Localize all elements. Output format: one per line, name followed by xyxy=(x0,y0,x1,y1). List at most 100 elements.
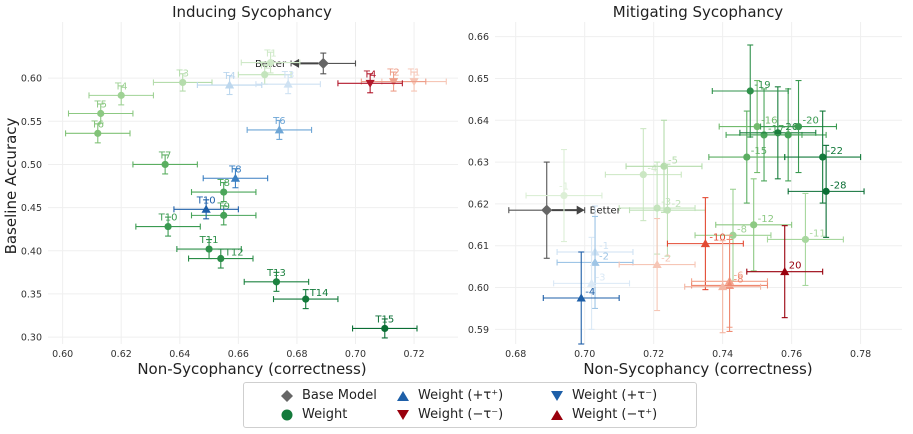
point-label: -19 xyxy=(754,80,770,91)
x-tick-label: 0.74 xyxy=(712,349,733,360)
point-marker xyxy=(274,125,284,134)
point-label: -5 xyxy=(668,155,678,166)
better-arrow-head xyxy=(291,58,300,68)
data-point: T3 xyxy=(152,68,213,92)
point-label: T1 xyxy=(263,49,276,60)
y-tick-label: 0.45 xyxy=(21,203,42,214)
point-marker xyxy=(576,293,586,302)
point-label: T8 xyxy=(228,164,241,175)
x-tick-label: 0.64 xyxy=(169,349,190,360)
point-label: -22 xyxy=(827,146,843,157)
data-point: T9 xyxy=(190,201,257,226)
data-point: T3 xyxy=(255,70,321,95)
data-point: -19 xyxy=(711,44,789,138)
data-point: T14 xyxy=(272,288,339,310)
point-label: -2 xyxy=(661,254,671,265)
point-label: -3 xyxy=(596,272,606,283)
data-point: T6 xyxy=(246,116,313,140)
point-label: -4 xyxy=(647,164,657,175)
x-tick-label: 0.62 xyxy=(111,349,132,360)
legend-item-neg-up: Weight (−τ⁺) xyxy=(550,407,657,422)
x-tick-label: 0.68 xyxy=(286,349,307,360)
point-label: T4 xyxy=(363,69,376,80)
point-label: -2 xyxy=(599,251,609,262)
point-label: -20 xyxy=(803,116,819,127)
point-marker xyxy=(164,222,172,231)
y-tick-label: 0.60 xyxy=(468,283,489,294)
x-axis-label: Non-Sycophancy (correctness) xyxy=(137,360,366,378)
x-tick-label: 0.66 xyxy=(228,349,249,360)
point-label: T2 xyxy=(257,61,270,72)
panel-title: Inducing Sycophancy xyxy=(172,3,332,21)
x-tick-label: 0.68 xyxy=(505,349,526,360)
point-marker xyxy=(746,87,754,95)
triangle-up-marker-icon xyxy=(551,409,563,420)
x-tick-label: 0.60 xyxy=(52,349,73,360)
point-marker xyxy=(205,245,213,253)
x-axis-label: Non-Sycophancy (correctness) xyxy=(583,360,812,378)
panel-mitigating: Mitigating Sycophancy 0.68 0.70 0.72 0.74 0.… xyxy=(468,3,902,378)
better-arrow-head xyxy=(576,205,585,215)
point-marker xyxy=(750,221,758,229)
point-label: T12 xyxy=(224,248,244,259)
point-label: -12 xyxy=(758,214,774,225)
y-tick-label: 0.55 xyxy=(21,117,42,128)
point-label: -16 xyxy=(761,116,777,127)
point-label: T10 xyxy=(158,213,178,224)
legend-label: Weight (−τ⁺) xyxy=(572,407,658,422)
legend-item-weight: Weight xyxy=(280,407,347,422)
point-marker xyxy=(283,79,293,88)
point-marker xyxy=(586,278,597,287)
legend-item-neg-down: Weight (−τ⁻) xyxy=(396,407,503,422)
data-point: -11 xyxy=(766,192,844,287)
point-marker xyxy=(819,153,827,161)
point-marker xyxy=(409,78,419,87)
point-label: -4 xyxy=(585,287,595,298)
figure: Inducing Sycophancy 0.60 0.62 0.64 0.66 0.68… xyxy=(2,3,902,378)
data-point: T7 xyxy=(132,150,198,175)
data-point: -3 xyxy=(553,236,631,330)
point-label: T7 xyxy=(158,150,171,161)
point-label: -26 xyxy=(782,122,798,133)
data-point: -12 xyxy=(715,178,793,272)
x-tick-label: 0.76 xyxy=(781,349,802,360)
point-label: T3 xyxy=(175,68,188,79)
y-tick-label: 0.30 xyxy=(21,333,42,344)
data-point: 20 xyxy=(746,225,824,319)
y-tick-label: 0.35 xyxy=(21,289,42,300)
y-axis-label: Baseline Accuracy xyxy=(2,117,20,254)
point-label: T8 xyxy=(216,178,229,189)
data-point: -28 xyxy=(787,144,865,238)
point-label: T6 xyxy=(272,116,285,127)
y-tick-label: 0.65 xyxy=(468,74,489,85)
y-tick-label: 0.64 xyxy=(468,116,489,127)
data-point: -26 xyxy=(739,86,817,180)
point-label: -3 xyxy=(661,197,671,208)
point-marker xyxy=(822,187,830,195)
data-point: T5 xyxy=(67,100,134,124)
triangle-up-marker-icon xyxy=(397,390,409,401)
y-tick-label: 0.59 xyxy=(468,325,489,336)
data-point: T12 xyxy=(188,248,254,269)
legend-label: Base Model xyxy=(302,388,377,403)
data-point: T4 xyxy=(88,81,154,106)
legend: Base Model Weight Weight (+τ⁺) Weight (−… xyxy=(243,382,697,428)
legend-item-base: Base Model xyxy=(280,388,377,403)
point-marker xyxy=(272,278,281,286)
legend-item-pos-down: Weight (+τ⁻) xyxy=(550,388,657,403)
data-point: -1 xyxy=(525,148,603,243)
data-point: T8 xyxy=(202,164,269,189)
point-label: -1 xyxy=(559,182,569,193)
y-tick-label: 0.62 xyxy=(468,199,489,210)
data-point: -4 xyxy=(604,128,682,222)
legend-label: Weight (+τ⁺) xyxy=(418,388,504,403)
x-tick-label: 0.70 xyxy=(345,349,366,360)
y-tick-label: 0.63 xyxy=(468,158,489,169)
y-tick-label: 0.60 xyxy=(21,74,42,85)
point-marker xyxy=(652,259,662,268)
point-label: T14 xyxy=(309,288,329,299)
data-point: T10 xyxy=(173,195,239,220)
base-diamond-marker xyxy=(317,57,329,69)
point-label: T4 xyxy=(222,71,235,82)
point-marker xyxy=(220,188,228,196)
